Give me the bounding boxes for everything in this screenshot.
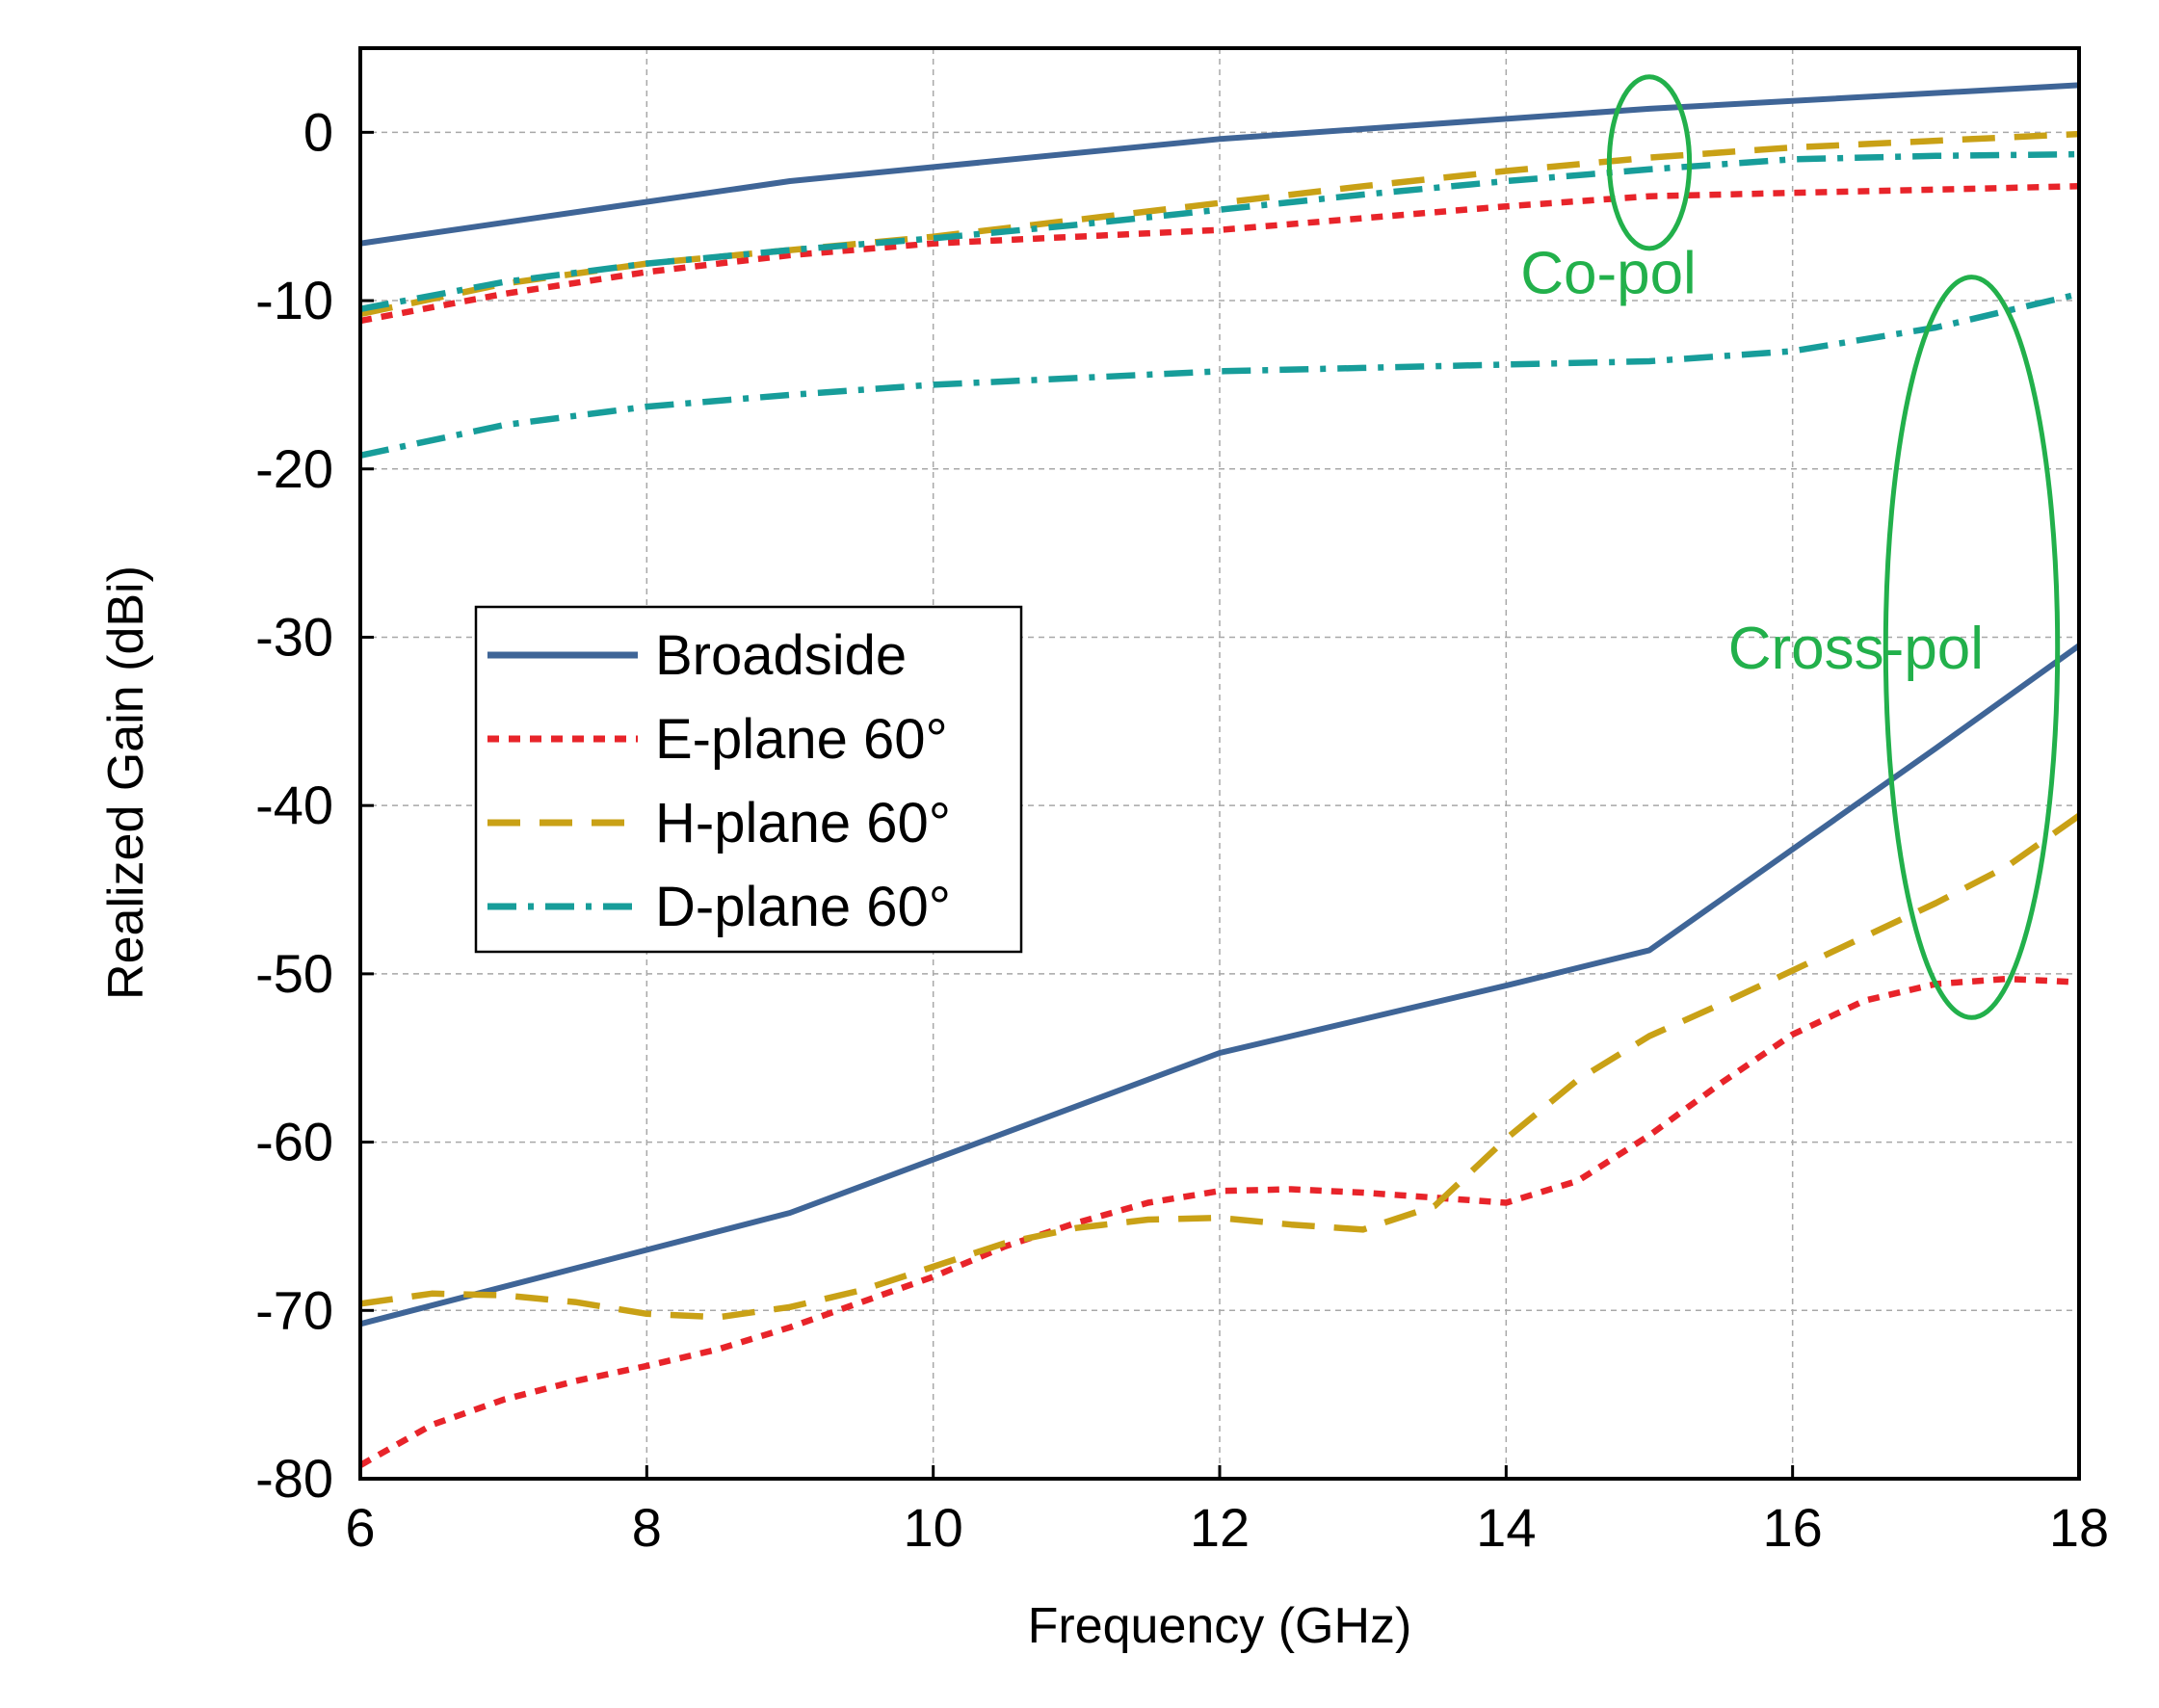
series-line-e-plane-60-cross-pol	[358, 975, 2080, 1468]
y-tick-label: -40	[255, 775, 333, 835]
series-line-broadside-cross-pol	[359, 643, 2081, 1327]
series-line-h-plane-60-cross-pol	[359, 813, 2081, 1321]
y-tick-label: -70	[255, 1279, 333, 1340]
legend-label: D-plane 60°	[655, 876, 951, 938]
x-axis-label: Frequency (GHz)	[1028, 1598, 1412, 1654]
tick-layer: 6 8 10 12 14 16 18 0 -10 -20 -30 -40 -50 -60 -70 -80	[255, 101, 2109, 1558]
x-tick-label: 18	[2049, 1497, 2109, 1558]
x-tick-label: 8	[632, 1497, 662, 1558]
series-line-d-plane-60-2	[359, 290, 2080, 459]
y-tick-label: -60	[255, 1112, 333, 1172]
co-pol-ellipse	[1606, 74, 1693, 251]
series-line-broadside	[359, 82, 2080, 247]
x-tick-label: 14	[1476, 1497, 1536, 1558]
legend-label: H-plane 60°	[655, 792, 951, 854]
x-tick-label: 10	[904, 1497, 963, 1558]
annotation-layer: Co-pol Cross-pol	[1520, 74, 2061, 1020]
y-tick-label: -20	[255, 438, 333, 499]
x-tick-label: 16	[1763, 1497, 1823, 1558]
legend-box	[474, 605, 1023, 954]
y-tick-label: -80	[255, 1448, 333, 1509]
cross-pol-label: Cross-pol	[1728, 616, 1984, 682]
series-line-d-plane-60	[359, 150, 2080, 312]
y-tick-label: -10	[255, 270, 333, 330]
y-tick-label: -50	[255, 943, 333, 1004]
y-tick-label: -30	[255, 606, 333, 667]
series-layer	[358, 82, 2081, 1468]
legend-label: Broadside	[655, 624, 907, 687]
x-tick-label: 12	[1190, 1497, 1250, 1558]
co-pol-label: Co-pol	[1520, 240, 1697, 306]
cross-pol-ellipse	[1883, 275, 2061, 1020]
y-axis-label: Realized Gain (dBi)	[98, 565, 154, 1000]
legend: Broadside E-plane 60° H-plane 60° D-plane 6…	[474, 605, 1023, 954]
y-tick-label: 0	[303, 101, 333, 162]
x-tick-label: 6	[345, 1497, 375, 1558]
legend-label: E-plane 60°	[655, 708, 948, 771]
